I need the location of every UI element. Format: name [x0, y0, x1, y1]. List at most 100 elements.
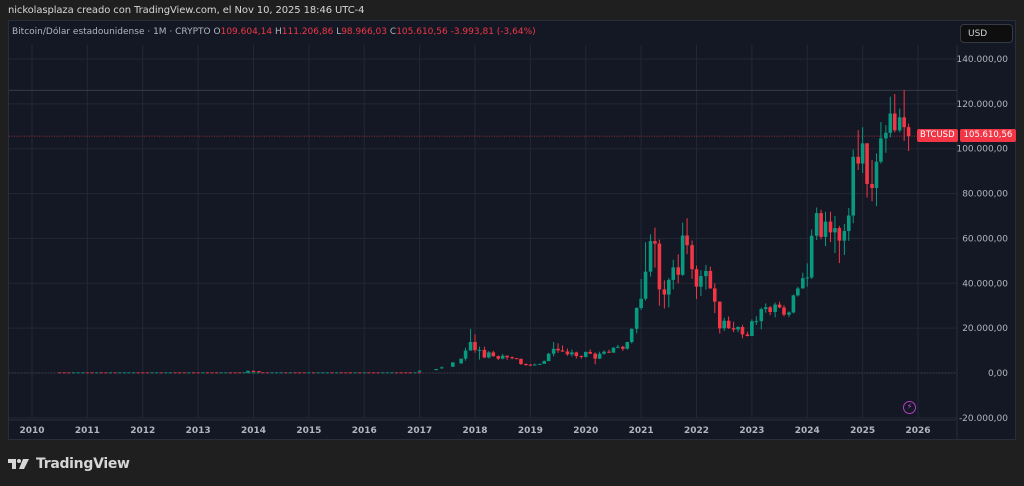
open-label: O [214, 27, 221, 37]
candle [782, 308, 786, 315]
candle [898, 117, 902, 130]
symbol-description[interactable]: Bitcoin/Dólar estadounidense · 1M · CRYP… [12, 27, 211, 37]
candle [621, 347, 625, 349]
time-axis: 2010 2011 2012 2013 2014 2015 2016 2017 2018 2019… [19, 426, 930, 436]
candle [491, 352, 495, 356]
candle [418, 371, 422, 372]
close-value: 105.610,56 [396, 27, 448, 37]
candle [796, 288, 800, 295]
last-price-tag: BTCUSD 105.610,56 [917, 129, 1016, 142]
candle [773, 305, 777, 312]
candle [459, 359, 463, 364]
candle [732, 328, 736, 329]
candle [736, 327, 740, 329]
time-axis-label: 2023 [739, 426, 764, 436]
candle [533, 364, 537, 365]
candle [510, 357, 514, 358]
candle [709, 271, 713, 288]
price-axis-label: 120.000,00 [956, 100, 1008, 110]
time-axis-label: 2017 [407, 426, 432, 436]
candle [653, 241, 657, 243]
candle [768, 307, 772, 312]
candle [570, 352, 574, 354]
candle [575, 352, 579, 356]
candle [434, 369, 438, 370]
candle [561, 350, 565, 351]
high-label: H [275, 27, 282, 37]
time-axis-label: 2021 [629, 426, 654, 436]
candle [902, 117, 906, 127]
candle [635, 308, 639, 329]
time-axis-label: 2016 [352, 426, 377, 436]
candle [704, 271, 708, 276]
price-axis-label: 40.000,00 [962, 279, 1008, 289]
candle [671, 267, 675, 280]
candle [741, 327, 745, 334]
candle [805, 277, 809, 278]
candle [819, 213, 823, 237]
candle [580, 356, 584, 357]
candle [496, 356, 500, 358]
candle [810, 236, 814, 278]
candle [829, 222, 833, 233]
candle [556, 349, 560, 351]
candle [893, 114, 897, 131]
candle [722, 321, 726, 329]
candle [847, 216, 851, 231]
candle [515, 358, 519, 359]
candle [663, 289, 667, 294]
ohlc-legend: Bitcoin/Dólar estadounidense · 1M · CRYP… [12, 27, 536, 37]
currency-button[interactable]: USD [960, 24, 1013, 43]
candle [865, 143, 869, 184]
candle [566, 351, 570, 354]
price-axis-label: -20.000,00 [959, 414, 1008, 424]
time-axis-label: 2019 [518, 426, 543, 436]
candle [658, 244, 662, 290]
candle [824, 222, 828, 237]
candlestick-chart[interactable]: 140.000,00120.000,00100.000,0080.000,006… [0, 0, 1024, 486]
candle [593, 354, 597, 359]
price-axis-label: 80.000,00 [962, 190, 1008, 200]
time-axis-label: 2026 [905, 426, 930, 436]
price-axis: 140.000,00120.000,00100.000,0080.000,006… [956, 55, 1008, 424]
candle [616, 347, 620, 348]
candle [815, 213, 819, 236]
candles [58, 90, 910, 374]
candle [469, 342, 473, 351]
candle [750, 321, 754, 336]
candle [524, 364, 528, 365]
candle [538, 364, 542, 365]
time-axis-label: 2014 [241, 426, 266, 436]
candle [843, 231, 847, 241]
candle [464, 351, 468, 359]
candle [838, 228, 842, 241]
candle [473, 342, 477, 350]
candle [699, 276, 703, 287]
lightning-event-icon[interactable]: ⚡ [903, 401, 916, 414]
time-axis-label: 2012 [130, 426, 155, 436]
candle [644, 272, 648, 299]
candle [889, 114, 893, 133]
candle [584, 352, 588, 357]
price-axis-label: 0,00 [988, 369, 1008, 379]
candle [861, 143, 865, 163]
footer-branding: TradingView [8, 456, 130, 472]
candle [778, 305, 782, 308]
time-axis-label: 2018 [462, 426, 487, 436]
price-axis-label: 60.000,00 [962, 234, 1008, 244]
candle [718, 302, 722, 329]
candle [870, 184, 874, 188]
time-axis-label: 2015 [296, 426, 321, 436]
candle [639, 299, 643, 308]
candle [607, 352, 611, 353]
candle [246, 371, 250, 373]
candle [690, 245, 694, 269]
candle [746, 334, 750, 336]
candle [649, 241, 653, 272]
candle [630, 329, 634, 342]
candle [787, 312, 791, 314]
candle [713, 288, 717, 301]
time-axis-label: 2020 [573, 426, 598, 436]
candle [907, 127, 911, 136]
candle [542, 361, 546, 364]
